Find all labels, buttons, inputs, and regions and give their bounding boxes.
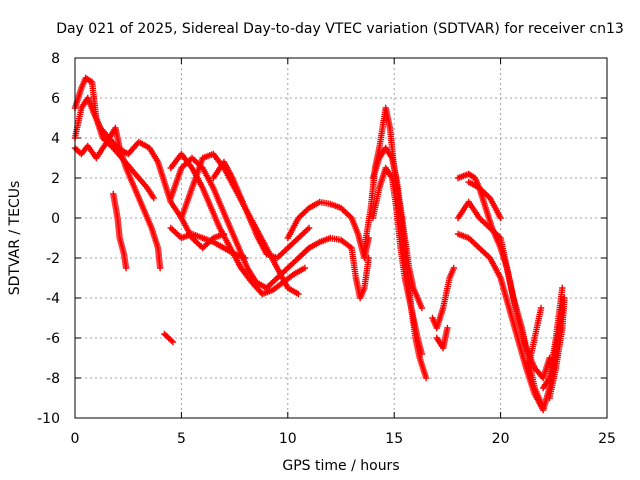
series-track-19 [454, 198, 553, 382]
y-tick-label: 6 [51, 91, 60, 107]
data-point [295, 290, 302, 298]
x-tick-label: 20 [492, 431, 510, 447]
y-tick-label: -10 [37, 411, 60, 427]
y-tick-label: 4 [51, 131, 60, 147]
series-track-24 [546, 294, 568, 402]
y-axis-title: SDTVAR / TECUs [7, 181, 23, 296]
x-tick-label: 0 [71, 431, 80, 447]
data-point [497, 214, 504, 222]
data-point [168, 337, 175, 344]
series-track-21 [465, 178, 504, 222]
x-axis-title: GPS time / hours [282, 458, 399, 474]
series-track-3 [71, 124, 164, 272]
series-track-15 [369, 164, 426, 358]
data-point [422, 374, 430, 382]
data-points [71, 74, 568, 414]
series-track-8 [167, 154, 313, 292]
data-point [450, 264, 457, 272]
data-point [156, 264, 164, 272]
data-point [150, 194, 157, 202]
y-tick-label: 0 [51, 211, 60, 227]
x-tick-label: 25 [598, 431, 616, 447]
data-point [418, 350, 426, 358]
data-point [537, 304, 545, 312]
x-tick-label: 15 [385, 431, 403, 447]
plot-frame [74, 57, 608, 419]
data-point [444, 324, 451, 332]
y-tick-label: -6 [46, 331, 60, 347]
y-tick-label: 8 [51, 51, 60, 67]
y-tick-label: -2 [46, 251, 60, 267]
series-track-17 [433, 324, 451, 352]
series-track-23 [539, 284, 566, 392]
chart-title: Day 021 of 2025, Sidereal Day-to-day VTE… [56, 21, 624, 37]
data-point [365, 254, 372, 262]
y-tick-label: -4 [46, 291, 60, 307]
y-tick-label: -8 [46, 371, 60, 387]
series-track-5 [161, 330, 177, 346]
series-track-16 [429, 264, 457, 332]
data-point [169, 338, 177, 346]
data-point [301, 264, 309, 272]
series-track-14 [369, 144, 426, 312]
series-track-10 [210, 158, 313, 262]
data-point [305, 224, 313, 232]
data-point [122, 264, 130, 272]
x-tick-label: 10 [279, 431, 297, 447]
series-track-7 [167, 150, 309, 298]
y-tick-label: 2 [51, 171, 60, 187]
grid [75, 58, 607, 418]
series-track-18 [454, 170, 547, 412]
x-tick-label: 5 [177, 431, 186, 447]
series-track-4 [110, 190, 130, 272]
data-point [561, 294, 568, 302]
series-track-12 [295, 234, 372, 302]
series-track-11 [284, 198, 372, 262]
series-track-22 [525, 304, 545, 372]
data-point [418, 304, 426, 312]
data-point [559, 284, 566, 292]
series-track-9 [178, 150, 302, 298]
